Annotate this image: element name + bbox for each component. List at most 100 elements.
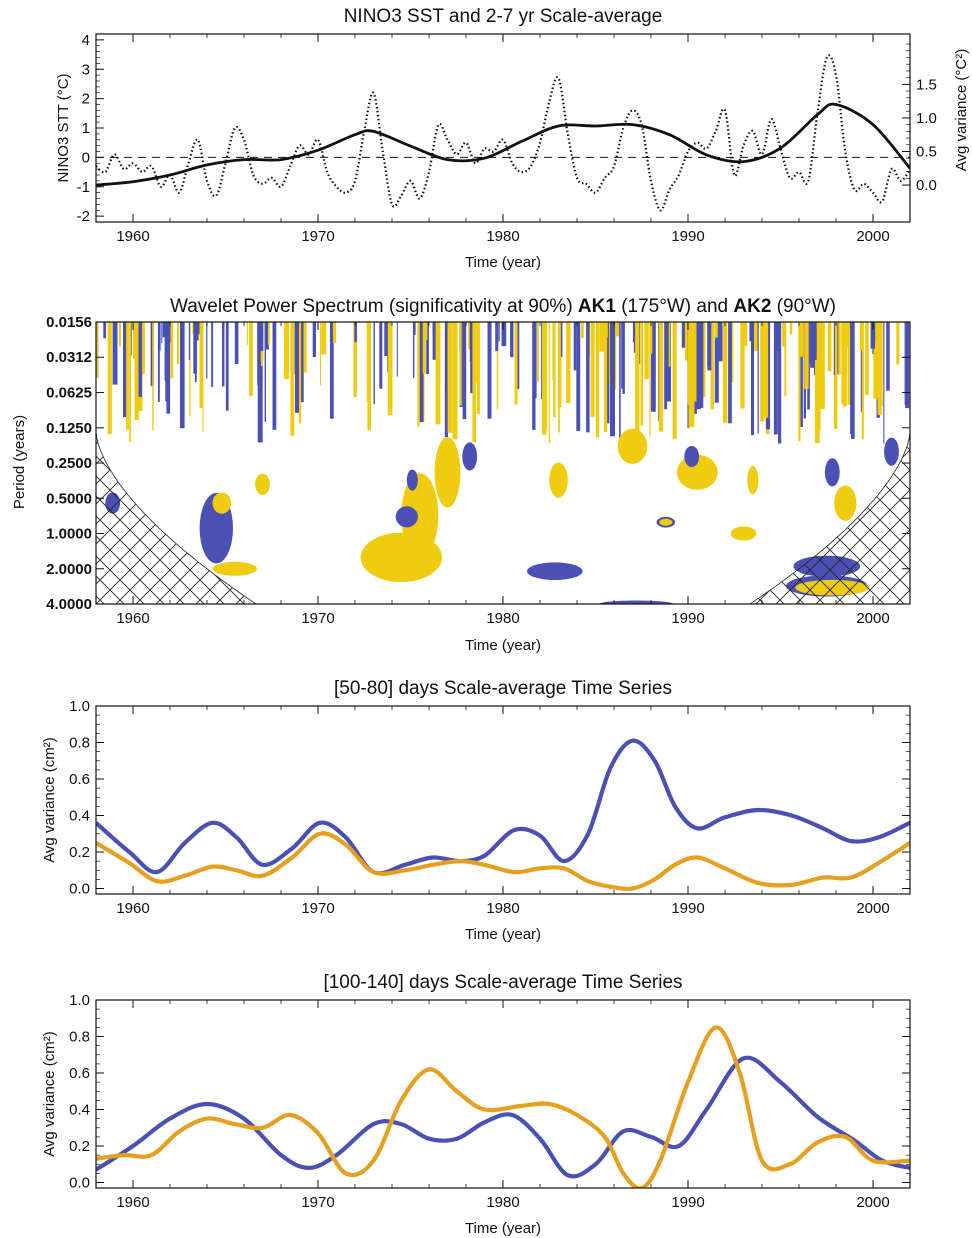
wavelet-region-ak1 <box>527 562 583 580</box>
nino3-ytick-label: 4 <box>82 32 90 49</box>
wavelet-streak-ak1 <box>257 322 260 384</box>
wavelet-streak-ak1 <box>112 322 118 385</box>
wavelet-streak-ak1 <box>264 322 269 350</box>
wavelet-streak-ak2 <box>782 322 786 347</box>
nino3-ylabel-right: Avg variance (°C²) <box>953 49 970 171</box>
wavelet-streak-ak1 <box>188 322 190 361</box>
band_100_140-ytick-label: 0.0 <box>69 1175 90 1192</box>
wavelet-region-ak1 <box>884 437 899 466</box>
wavelet-streak-ak1 <box>162 322 166 338</box>
wavelet-streak-ak1 <box>295 322 299 413</box>
band_50_80-xtick-label: 1990 <box>671 900 704 917</box>
wavelet-streak-ak1 <box>211 322 214 387</box>
wavelet-streak-ak1 <box>161 322 163 344</box>
wavelet-streak-ak2 <box>847 322 851 405</box>
wavelet-streak-ak1 <box>751 322 754 436</box>
wavelet-streak-ak2 <box>566 322 571 403</box>
wavelet-streak-ak1 <box>312 322 316 357</box>
wavelet-streak-ak1 <box>773 322 778 435</box>
nino3-xtick-label: 1990 <box>671 228 704 245</box>
wavelet-streak-ak2 <box>353 322 357 398</box>
wavelet-streak-ak2 <box>833 322 838 429</box>
wavelet-streak-ak2 <box>425 322 428 340</box>
wavelet-streak-ak1 <box>498 322 500 342</box>
wavelet-title-part-3: (175°W) and <box>616 296 733 317</box>
wavelet-streak-ak2 <box>581 322 584 338</box>
wavelet-coi-right <box>749 431 910 604</box>
wavelet-title-ak2: AK2 <box>733 296 771 317</box>
wavelet-streak-ak1 <box>696 322 701 410</box>
wavelet-region-ak1 <box>824 458 840 487</box>
wavelet-streak-ak1 <box>354 322 357 343</box>
wavelet-streak-ak2 <box>804 322 809 389</box>
wavelet-xtick-label: 1960 <box>116 610 149 627</box>
wavelet-streak-ak2 <box>541 322 547 435</box>
wavelet-region-ak2 <box>549 462 568 498</box>
wavelet-streak-ak2 <box>473 322 477 384</box>
band_50_80-xtick-label: 1960 <box>116 900 149 917</box>
wavelet-field-group <box>96 322 910 604</box>
wavelet-streak-ak2 <box>694 322 698 402</box>
wavelet-streak-ak1 <box>159 322 161 351</box>
wavelet-streak-ak2 <box>873 322 878 399</box>
wavelet-streak-ak2 <box>320 322 321 386</box>
band_50_80-ytick-label: 0.6 <box>69 771 90 788</box>
wavelet-streak-ak1 <box>814 322 817 360</box>
nino3-ytick-label: 0 <box>82 149 90 166</box>
band_100_140-series-group <box>96 1025 910 1188</box>
wavelet-streak-ak1 <box>419 322 424 423</box>
wavelet-streak-ak2 <box>896 322 900 365</box>
band_50_80-series-blue-line <box>96 738 910 876</box>
wavelet-streak-ak1 <box>130 322 132 356</box>
nino3-sst-series-line <box>96 54 910 212</box>
wavelet-streak-ak2 <box>107 322 112 435</box>
wavelet-streak-ak1 <box>260 322 264 351</box>
wavelet-streak-ak1 <box>462 322 467 420</box>
wavelet-title-part-5: (90°W) <box>771 296 836 317</box>
wavelet-streak-ak1 <box>193 322 197 374</box>
wavelet-streak-ak1 <box>619 322 621 439</box>
wavelet-streak-ak1 <box>300 322 304 403</box>
wavelet-streak-ak1 <box>633 322 636 353</box>
wavelet-streak-ak1 <box>501 322 507 347</box>
wavelet-streak-ak2 <box>714 322 718 338</box>
wavelet-ytick-label: 0.0156 <box>46 314 92 331</box>
band_100_140-ytick-label: 0.8 <box>69 1029 90 1046</box>
wavelet-streak-ak2 <box>452 322 458 440</box>
wavelet-streak-ak1 <box>157 322 160 402</box>
band_50_80-xtick-label: 1970 <box>301 900 334 917</box>
wavelet-streak-ak1 <box>622 322 625 394</box>
wavelet-streak-ak2 <box>603 322 608 432</box>
wavelet-streak-ak2 <box>859 322 863 351</box>
wavelet-streak-ak2 <box>249 322 253 397</box>
wavelet-streak-ak2 <box>177 322 180 365</box>
wavelet-title-part-1: Wavelet Power Spectrum (significativity … <box>170 296 578 317</box>
wavelet-streak-ak2 <box>672 322 677 440</box>
wavelet-streak-ak2 <box>760 322 765 422</box>
wavelet-streak-ak2 <box>800 322 804 357</box>
wavelet-streak-ak2 <box>684 322 688 361</box>
wavelet-streak-ak2 <box>635 322 640 435</box>
wavelet-region-ak1 <box>599 600 674 604</box>
wavelet-streak-ak1 <box>373 322 375 405</box>
wavelet-ytick-label: 1.0000 <box>46 526 92 543</box>
wavelet-xtick-label: 1970 <box>301 610 334 627</box>
band_100_140-xtick-label: 1970 <box>301 1194 334 1211</box>
wavelet-streak-ak1 <box>833 322 835 376</box>
wavelet-region-ak2 <box>434 437 461 508</box>
wavelet-region-ak2 <box>617 428 648 464</box>
wavelet-streak-ak1 <box>470 322 475 394</box>
nino3-title: NINO3 SST and 2-7 yr Scale-average <box>344 6 663 27</box>
wavelet-streak-ak1 <box>778 322 782 444</box>
wavelet-streak-ak2 <box>268 322 270 345</box>
wavelet-streak-ak2 <box>689 322 695 427</box>
wavelet-region-ak2 <box>659 518 673 526</box>
wavelet-streak-ak1 <box>851 322 855 439</box>
nino3-ytick-right-label: 0.5 <box>916 144 937 161</box>
wavelet-ytick-label: 0.1250 <box>46 420 92 437</box>
wavelet-streak-ak1 <box>666 322 669 382</box>
wavelet-streak-ak1 <box>728 322 732 424</box>
wavelet-streak-ak1 <box>487 322 492 419</box>
wavelet-streak-ak2 <box>865 322 869 395</box>
wavelet-streak-ak2 <box>798 322 801 442</box>
